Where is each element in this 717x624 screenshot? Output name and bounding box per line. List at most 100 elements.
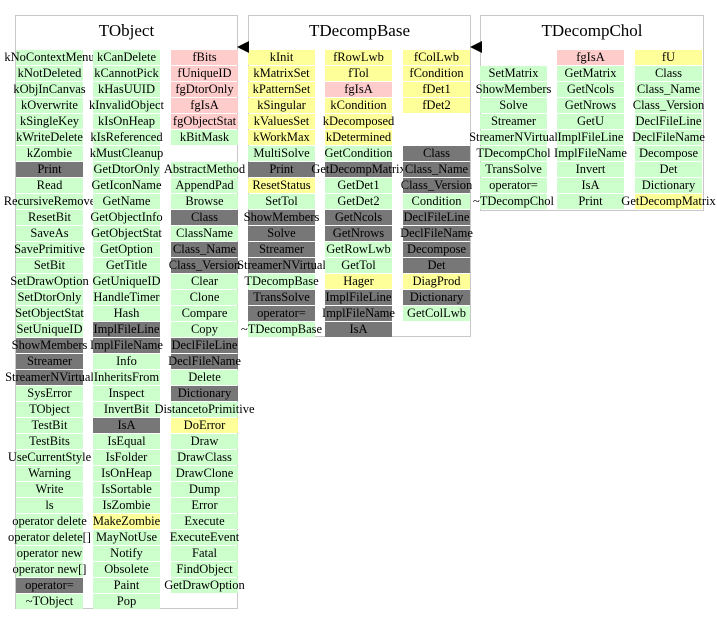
- member-cell[interactable]: Fatal: [171, 546, 238, 561]
- member-cell[interactable]: IsA: [325, 322, 392, 337]
- member-cell[interactable]: Write: [16, 482, 83, 497]
- member-cell[interactable]: Clear: [171, 274, 238, 289]
- member-cell[interactable]: kZombie: [16, 146, 83, 161]
- member-cell[interactable]: GetDecompMatrix: [311, 162, 406, 177]
- member-cell[interactable]: TestBit: [16, 418, 83, 433]
- member-cell[interactable]: TestBits: [16, 434, 83, 449]
- member-cell[interactable]: TransSolve: [248, 290, 315, 305]
- member-cell[interactable]: Copy: [171, 322, 238, 337]
- member-cell[interactable]: DeclFileName: [400, 226, 473, 241]
- member-cell[interactable]: DiagProd: [403, 274, 470, 289]
- member-cell[interactable]: GetIconName: [91, 178, 162, 193]
- member-cell[interactable]: Inspect: [93, 386, 160, 401]
- member-cell[interactable]: kNotDeleted: [16, 66, 83, 81]
- member-cell[interactable]: GetRowLwb: [325, 242, 392, 257]
- member-cell[interactable]: GetDecompMatrix: [621, 194, 716, 209]
- member-cell[interactable]: Class_Version: [168, 258, 241, 273]
- member-cell[interactable]: Class_Version: [400, 178, 473, 193]
- class-title[interactable]: TDecompChol: [541, 21, 643, 40]
- member-cell[interactable]: fCondition: [403, 66, 470, 81]
- member-cell[interactable]: kValuesSet: [248, 114, 315, 129]
- member-cell[interactable]: IsOnHeap: [93, 466, 160, 481]
- member-cell[interactable]: Info: [93, 354, 160, 369]
- member-cell[interactable]: GetTol: [325, 258, 392, 273]
- member-cell[interactable]: GetNrows: [325, 226, 392, 241]
- member-cell[interactable]: AbstractMethod: [163, 162, 246, 177]
- member-cell[interactable]: IsFolder: [93, 450, 160, 465]
- member-cell[interactable]: kIsReferenced: [90, 130, 163, 145]
- member-cell[interactable]: DistancetoPrimitive: [154, 402, 255, 417]
- member-cell[interactable]: kObjInCanvas: [13, 82, 86, 97]
- member-cell[interactable]: GetDrawOption: [164, 578, 245, 593]
- member-cell[interactable]: GetDet1: [325, 178, 392, 193]
- member-cell[interactable]: Draw: [171, 434, 238, 449]
- member-cell[interactable]: ImplFileName: [554, 146, 627, 161]
- member-cell[interactable]: Condition: [403, 194, 470, 209]
- member-cell[interactable]: GetName: [93, 194, 160, 209]
- member-cell[interactable]: kIsOnHeap: [93, 114, 160, 129]
- member-cell[interactable]: GetUniqueID: [92, 274, 161, 289]
- member-cell[interactable]: Hash: [93, 306, 160, 321]
- member-cell[interactable]: ClassName: [171, 226, 238, 241]
- member-cell[interactable]: GetNrows: [557, 98, 624, 113]
- member-cell[interactable]: ~TObject: [16, 594, 83, 609]
- member-cell[interactable]: Delete: [171, 370, 238, 385]
- member-cell[interactable]: DrawClass: [171, 450, 238, 465]
- member-cell[interactable]: ShowMembers: [11, 338, 88, 353]
- member-cell[interactable]: DeclFileName: [168, 354, 241, 369]
- member-cell[interactable]: kSingleKey: [16, 114, 83, 129]
- member-cell[interactable]: fDet1: [403, 82, 470, 97]
- member-cell[interactable]: fUniqueID: [171, 66, 238, 81]
- member-cell[interactable]: StreamerNVirtual: [5, 370, 94, 385]
- member-cell[interactable]: TObject: [16, 402, 83, 417]
- member-cell[interactable]: operator new: [16, 546, 83, 561]
- member-cell[interactable]: MakeZombie: [92, 514, 161, 529]
- class-title[interactable]: TDecompBase: [308, 21, 411, 40]
- member-cell[interactable]: fTol: [325, 66, 392, 81]
- class-title[interactable]: TObject: [98, 21, 155, 40]
- member-cell[interactable]: kBitMask: [171, 130, 238, 145]
- member-cell[interactable]: SetTol: [248, 194, 315, 209]
- member-cell[interactable]: Print: [16, 162, 83, 177]
- member-cell[interactable]: Clone: [171, 290, 238, 305]
- member-cell[interactable]: SetDrawOption: [10, 274, 89, 289]
- member-cell[interactable]: kWorkMax: [248, 130, 315, 145]
- member-cell[interactable]: Invert: [557, 162, 624, 177]
- member-cell[interactable]: DeclFileLine: [635, 114, 702, 129]
- member-cell[interactable]: operator=: [248, 306, 315, 321]
- member-cell[interactable]: Dictionary: [171, 386, 238, 401]
- member-cell[interactable]: Class_Version: [632, 98, 705, 113]
- member-cell[interactable]: Class: [635, 66, 702, 81]
- member-cell[interactable]: SaveAs: [16, 226, 83, 241]
- member-cell[interactable]: GetU: [557, 114, 624, 129]
- member-cell[interactable]: InheritsFrom: [93, 370, 160, 385]
- member-cell[interactable]: SetObjectStat: [15, 306, 84, 321]
- member-cell[interactable]: MultiSolve: [248, 146, 315, 161]
- member-cell[interactable]: Print: [557, 194, 624, 209]
- member-cell[interactable]: GetCondition: [324, 146, 393, 161]
- member-cell[interactable]: GetNcols: [325, 210, 392, 225]
- member-cell[interactable]: ShowMembers: [475, 82, 552, 97]
- member-cell[interactable]: ImplFileLine: [325, 290, 392, 305]
- member-cell[interactable]: operator delete: [12, 514, 87, 529]
- member-cell[interactable]: kHasUUID: [93, 82, 160, 97]
- member-cell[interactable]: FindObject: [171, 562, 238, 577]
- member-cell[interactable]: Decompose: [403, 242, 470, 257]
- member-cell[interactable]: fRowLwb: [325, 50, 392, 65]
- member-cell[interactable]: kPatternSet: [248, 82, 315, 97]
- member-cell[interactable]: Pop: [93, 594, 160, 609]
- member-cell[interactable]: ResetStatus: [248, 178, 315, 193]
- member-cell[interactable]: kMustCleanup: [89, 146, 164, 161]
- member-cell[interactable]: GetObjectStat: [91, 226, 162, 241]
- member-cell[interactable]: GetDet2: [325, 194, 392, 209]
- member-cell[interactable]: IsA: [93, 418, 160, 433]
- member-cell[interactable]: DrawClone: [171, 466, 238, 481]
- member-cell[interactable]: Decompose: [635, 146, 702, 161]
- member-cell[interactable]: operator=: [16, 578, 83, 593]
- member-cell[interactable]: GetDtorOnly: [93, 162, 160, 177]
- member-cell[interactable]: Paint: [93, 578, 160, 593]
- member-cell[interactable]: Error: [171, 498, 238, 513]
- member-cell[interactable]: kCannotPick: [93, 66, 160, 81]
- member-cell[interactable]: operator delete[]: [8, 530, 91, 545]
- member-cell[interactable]: SetBit: [16, 258, 83, 273]
